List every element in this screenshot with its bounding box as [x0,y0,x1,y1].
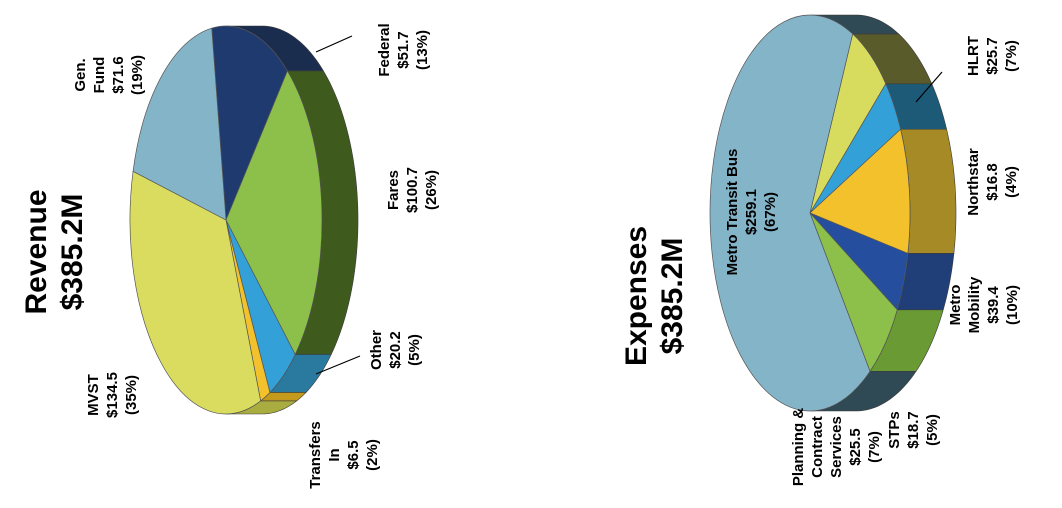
revenue-slice-gen-fund [132,27,227,221]
label-bus-line3: (67%) [762,192,779,232]
label-mvst-line2: $134.5 [104,372,121,418]
expenses-pie-sides [810,14,957,412]
label-transfers-line2: In [326,448,343,461]
expenses-title: Expenses $385.2M [620,226,689,366]
label-planning-line2: Contract [809,416,826,478]
label-genfund-line2: Fund [91,57,108,94]
label-fares-line2: $100.7 [404,167,421,213]
label-bus-line2: $259.1 [743,189,760,235]
revenue-title-line2: $385.2M [56,194,89,311]
label-genfund-line3: $71.6 [110,56,127,94]
label-planning-line5: (7%) [866,431,883,463]
label-transfers-line1: Transfers [307,421,324,489]
label-genfund-line4: (19%) [129,55,146,95]
revenue-slice-fares [225,70,323,356]
label-hlrt: HLRT $25.7 (7%) [965,36,1020,76]
expenses-pie-chart [709,14,957,412]
label-fares: Fares $100.7 (26%) [385,167,440,213]
label-gen-fund: Gen. Fund $71.6 (19%) [72,55,146,95]
label-federal-line2: $51.7 [395,31,412,69]
label-metro-mobility: Metro Mobility $39.4 (10%) [947,276,1021,333]
label-transfers-in: Transfers In $6.5 (2%) [307,421,381,489]
label-other-line1: Other [368,330,385,370]
label-northstar: Northstar $16.8 (4%) [965,148,1020,216]
label-hlrt-line3: (7%) [1003,40,1020,72]
label-northstar-line3: (4%) [1003,166,1020,198]
label-federal-line3: (13%) [414,30,431,70]
label-fares-line1: Fares [385,170,402,210]
revenue-pie-slices [129,25,323,415]
label-federal-line1: Federal [376,23,393,76]
expenses-slice-metro-transit-bus [709,14,871,412]
revenue-pie-chart [129,25,359,415]
label-mvst: MVST $134.5 (35%) [85,372,140,418]
label-northstar-line1: Northstar [965,148,982,216]
leader-line-other [315,355,361,375]
label-metro-transit-bus: Metro Transit Bus $259.1 (67%) [724,149,779,276]
label-mvst-line1: MVST [85,374,102,416]
label-transfers-line3: $6.5 [345,440,362,469]
label-stps-line3: (5%) [924,414,941,446]
revenue-slice-federal [211,25,288,221]
label-stps: STPs $18.7 (5%) [886,411,941,449]
label-planning-contract-services: Planning & Contract Services $25.5 (7%) [790,408,883,487]
expenses-title-line1: Expenses [620,226,653,366]
label-fares-line3: (26%) [423,170,440,210]
revenue-title: Revenue $385.2M [20,189,89,314]
revenue-pie-sides [226,25,359,415]
leader-lines [315,35,943,375]
label-mvst-line3: (35%) [123,375,140,415]
label-northstar-line2: $16.8 [984,163,1001,201]
leader-line-federal [315,35,353,53]
label-planning-line1: Planning & [790,408,807,487]
leader-line-hlrt [915,71,943,103]
label-mobility-line3: $39.4 [985,286,1002,324]
label-hlrt-line1: HLRT [965,36,982,76]
expenses-title-line2: $385.2M [656,238,689,355]
expenses-slice-metro-mobility [809,128,911,254]
label-other-line3: (5%) [406,334,423,366]
label-federal: Federal $51.7 (13%) [376,23,431,76]
label-genfund-line1: Gen. [72,58,89,91]
label-other: Other $20.2 (5%) [368,330,423,370]
label-mobility-line4: (10%) [1004,285,1021,325]
label-mobility-line1: Metro [947,285,964,326]
label-bus-line1: Metro Transit Bus [724,149,741,276]
label-transfers-line4: (2%) [364,439,381,471]
revenue-title-line1: Revenue [20,189,53,314]
revenue-slice-mvst [129,170,262,415]
label-planning-line3: Services [828,416,845,478]
label-planning-line4: $25.5 [847,428,864,466]
label-mobility-line2: Mobility [966,276,983,333]
label-stps-line2: $18.7 [905,411,922,449]
label-stps-line1: STPs [886,411,903,449]
expenses-pie-slices [709,14,911,412]
label-other-line2: $20.2 [387,331,404,369]
label-hlrt-line2: $25.7 [984,37,1001,75]
